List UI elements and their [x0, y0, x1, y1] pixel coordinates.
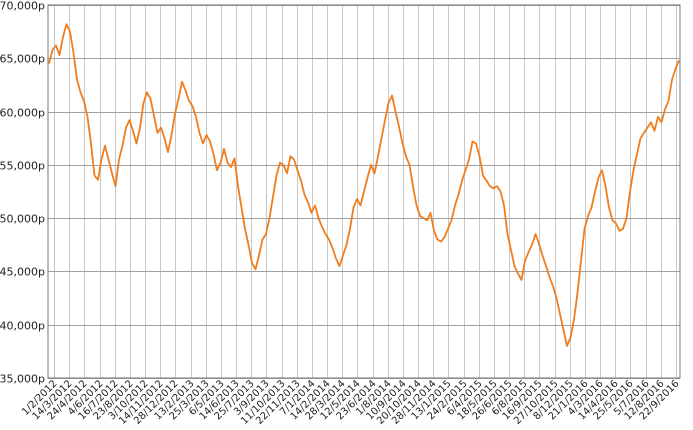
y-tick-label: 50,000p — [0, 213, 45, 226]
price-series-line — [48, 23, 680, 347]
y-tick-label: 60,000p — [0, 107, 45, 120]
y-tick-label: 55,000p — [0, 160, 45, 173]
y-tick-label: 35,000p — [0, 373, 45, 386]
x-axis-tick-labels: 1/2/201214/3/201224/4/20124/6/201216/7/2… — [20, 378, 682, 427]
y-axis-tick-labels: 35,000p 40,000p 45,000p 50,000p 55,000p 60,00… — [0, 0, 45, 386]
y-tick-label: 40,000p — [0, 320, 45, 333]
y-tick-label: 45,000p — [0, 266, 45, 279]
y-tick-label: 70,000p — [0, 0, 45, 13]
y-tick-label: 65,000p — [0, 53, 45, 66]
plot-frame — [47, 4, 681, 379]
vertical-gridlines — [54, 5, 677, 378]
